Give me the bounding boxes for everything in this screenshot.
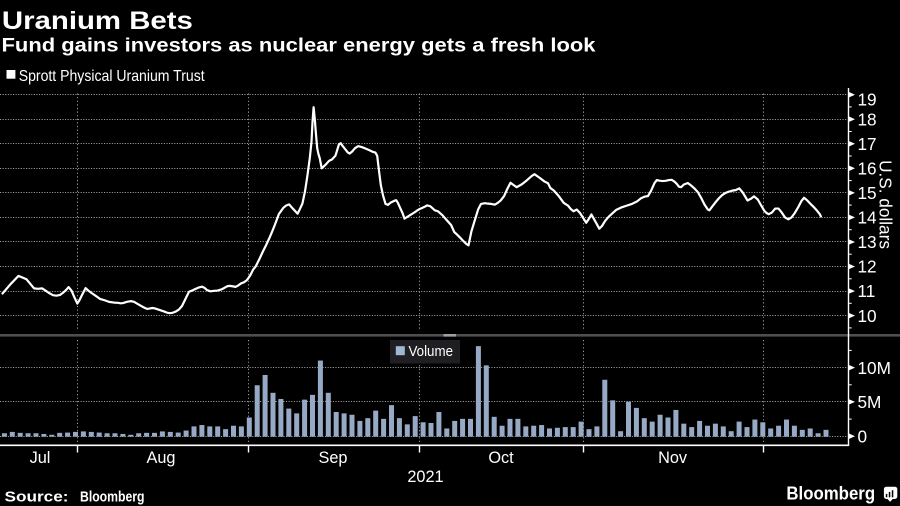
svg-text:Uranium Bets: Uranium Bets bbox=[2, 8, 193, 35]
svg-text:10: 10 bbox=[858, 306, 877, 326]
svg-text:Source:: Source: bbox=[5, 490, 69, 506]
svg-text:Oct: Oct bbox=[488, 449, 514, 467]
svg-text:5M: 5M bbox=[858, 392, 882, 412]
svg-text:13: 13 bbox=[858, 232, 877, 252]
svg-text:Nov: Nov bbox=[658, 449, 688, 467]
svg-text:Aug: Aug bbox=[147, 449, 176, 467]
svg-text:2021: 2021 bbox=[407, 468, 443, 486]
svg-text:12: 12 bbox=[858, 257, 877, 277]
svg-text:17: 17 bbox=[858, 134, 877, 154]
svg-text:Volume: Volume bbox=[409, 343, 454, 360]
svg-text:18: 18 bbox=[858, 109, 877, 129]
svg-text:Bloomberg: Bloomberg bbox=[80, 490, 145, 506]
svg-text:15: 15 bbox=[858, 183, 877, 203]
svg-text:Sprott Physical Uranium Trust: Sprott Physical Uranium Trust bbox=[19, 68, 206, 85]
svg-text:11: 11 bbox=[858, 281, 876, 301]
svg-text:Fund gains investors as nuclea: Fund gains investors as nuclear energy g… bbox=[2, 35, 596, 56]
svg-text:16: 16 bbox=[858, 159, 877, 179]
svg-text:10M: 10M bbox=[858, 358, 891, 378]
svg-text:Bloomberg: Bloomberg bbox=[786, 483, 875, 504]
svg-text:Jul: Jul bbox=[30, 449, 51, 467]
svg-text:14: 14 bbox=[858, 208, 878, 228]
svg-text:19: 19 bbox=[858, 90, 877, 110]
svg-text:U.S. dollars: U.S. dollars bbox=[876, 160, 896, 249]
svg-text:0: 0 bbox=[858, 426, 868, 446]
svg-text:Sep: Sep bbox=[319, 449, 348, 467]
